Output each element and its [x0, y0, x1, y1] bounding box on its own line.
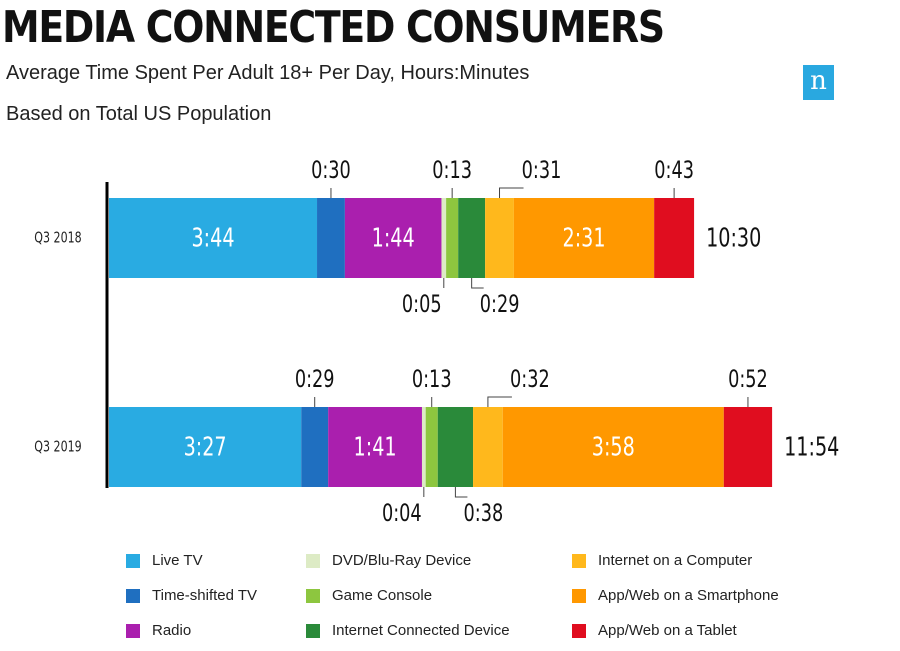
nielsen-logo: n — [803, 65, 834, 100]
legend-label: DVD/Blu-Ray Device — [332, 552, 472, 569]
bar-segment — [723, 407, 773, 487]
total-label: 10:30 — [706, 223, 761, 254]
legend-label: App/Web on a Tablet — [598, 622, 737, 639]
data-label: 2:31 — [563, 223, 606, 254]
bar-segment — [437, 407, 474, 487]
data-label: 3:44 — [191, 223, 234, 254]
data-label: 0:43 — [654, 157, 694, 184]
category-label: Q3 2018 — [34, 229, 81, 246]
legend-swatch — [572, 624, 586, 638]
legend-swatch — [126, 589, 140, 603]
legend-swatch — [126, 554, 140, 568]
chart-subtitle-population: Based on Total US Population — [6, 103, 272, 125]
bar-segment — [109, 407, 302, 487]
legend-swatch — [572, 589, 586, 603]
data-label: 0:31 — [522, 157, 562, 184]
legend-label: App/Web on a Smartphone — [598, 587, 779, 604]
legend-swatch — [306, 589, 320, 603]
data-label: 1:41 — [354, 432, 397, 463]
leader-line — [471, 278, 484, 289]
bar-segment — [421, 407, 426, 487]
stacked-bar-chart: Q3 2018 10:30 3:44 1:44 2:31 0:30 0:13 0:31 0:43… — [34, 157, 839, 527]
data-label: 0:38 — [464, 500, 504, 527]
data-label: 0:13 — [412, 366, 452, 393]
leader-line — [487, 396, 512, 407]
legend-label: Live TV — [152, 552, 203, 569]
leader-line — [454, 487, 468, 498]
bar-segment — [513, 198, 655, 278]
data-label: 0:29 — [295, 366, 335, 393]
category-label: Q3 2019 — [34, 438, 81, 455]
bar-segment — [301, 407, 329, 487]
data-label: 0:29 — [480, 291, 520, 318]
bar-segment — [502, 407, 724, 487]
bar-segment — [441, 198, 447, 278]
bar-segment — [485, 198, 514, 278]
bar-segment — [458, 198, 486, 278]
bar-segment — [473, 407, 503, 487]
leader-line — [499, 187, 524, 198]
data-label: 0:30 — [311, 157, 351, 184]
data-label: 0:52 — [728, 366, 768, 393]
chart-subtitle: Average Time Spent Per Adult 18+ Per Day… — [6, 62, 530, 84]
legend-swatch — [306, 554, 320, 568]
legend-swatch — [306, 624, 320, 638]
data-label: 0:05 — [402, 291, 442, 318]
data-label: 3:58 — [592, 432, 635, 463]
bar-segment — [654, 198, 695, 278]
total-label: 11:54 — [784, 432, 839, 463]
chart-title: MEDIA CONNECTED CONSUMERS — [2, 2, 665, 53]
legend-label: Game Console — [332, 587, 433, 604]
data-label: 1:44 — [372, 223, 415, 254]
legend-label: Time-shifted TV — [152, 587, 258, 604]
bar-segment — [425, 407, 438, 487]
legend-swatch — [572, 554, 586, 568]
legend-label: Internet Connected Device — [332, 622, 510, 639]
bar-segment — [109, 198, 318, 278]
bar-segment — [344, 198, 442, 278]
bar-segment — [317, 198, 345, 278]
data-label: 3:27 — [184, 432, 227, 463]
legend-label: Internet on a Computer — [598, 552, 753, 569]
data-label: 0:13 — [432, 157, 472, 184]
data-label: 0:32 — [510, 366, 550, 393]
bar-segment — [446, 198, 459, 278]
bar-segment — [328, 407, 422, 487]
legend-swatch — [126, 624, 140, 638]
legend-label: Radio — [152, 622, 192, 639]
data-label: 0:04 — [382, 500, 422, 527]
bar-group: Q3 2018 10:30 3:44 1:44 2:31 0:30 0:13 0:31 0:43… — [34, 157, 839, 527]
